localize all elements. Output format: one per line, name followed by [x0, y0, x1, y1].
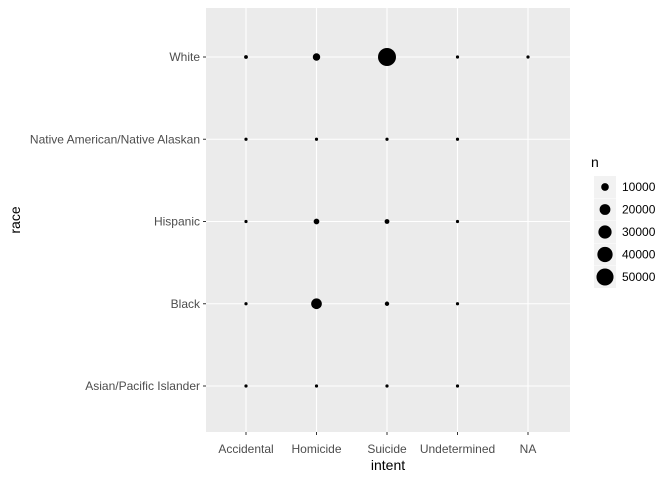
y-axis-ticks: Asian/Pacific Islander Black Hispanic Nativ… [30, 50, 206, 393]
y-axis-title: race [7, 206, 23, 233]
y-tick-label: Asian/Pacific Islander [85, 379, 200, 393]
legend-label: 20000 [622, 203, 656, 217]
y-tick-label: Black [171, 297, 201, 311]
x-tick-label: Homicide [291, 442, 341, 456]
legend-symbol [601, 183, 609, 191]
data-point [385, 137, 389, 141]
data-point [244, 302, 248, 306]
legend-label: 40000 [622, 248, 656, 262]
data-point [311, 298, 322, 310]
x-tick-label: Accidental [218, 442, 273, 456]
legend-symbol [599, 204, 611, 215]
data-point [244, 384, 248, 388]
data-point [312, 53, 321, 61]
legend-symbol [596, 268, 614, 286]
legend-title: n [591, 154, 599, 170]
data-point [384, 219, 390, 224]
data-point [455, 219, 460, 224]
legend-label: 10000 [622, 180, 656, 194]
legend-symbol [598, 225, 612, 239]
x-tick-label: NA [520, 442, 537, 456]
x-axis-ticks: Accidental Homicide Suicide Undetermined NA [218, 432, 536, 456]
data-point [455, 137, 460, 141]
data-point [313, 218, 320, 225]
data-point [244, 55, 248, 59]
x-tick-label: Undetermined [420, 442, 495, 456]
legend-label: 50000 [622, 270, 656, 284]
data-point [378, 48, 396, 66]
data-point [244, 219, 248, 224]
data-point [455, 55, 460, 59]
legend-symbol [597, 246, 613, 263]
data-point [244, 137, 248, 141]
data-points [244, 48, 530, 388]
data-point [526, 55, 530, 59]
y-tick-label: Native American/Native Alaskan [30, 132, 200, 146]
y-tick-label: Hispanic [154, 215, 200, 229]
data-point [385, 384, 389, 388]
legend-label: 30000 [622, 225, 656, 239]
y-tick-label: White [169, 50, 200, 64]
x-tick-label: Suicide [367, 442, 407, 456]
data-point [455, 302, 460, 306]
data-point [455, 384, 460, 388]
size-legend: n 10000 20000 30000 40000 50000 [591, 154, 656, 288]
data-point [314, 384, 319, 388]
data-point [314, 137, 319, 141]
data-point [384, 301, 390, 306]
x-axis-title: intent [371, 457, 405, 473]
